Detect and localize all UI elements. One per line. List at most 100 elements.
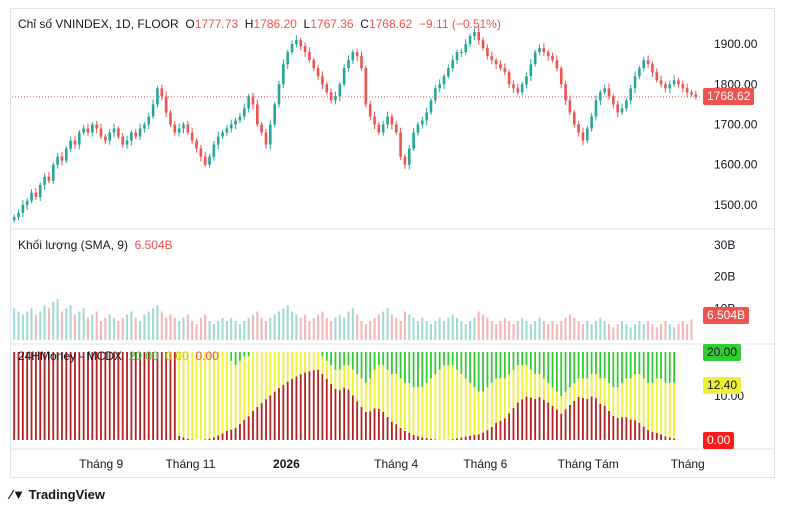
candle-body [147, 116, 151, 125]
mcdx-green-bar [542, 352, 545, 379]
mcdx-red-bar [113, 352, 115, 440]
volume-bar [555, 324, 558, 340]
brand-logo[interactable]: ⁄▼ TradingView [10, 487, 105, 502]
price-tick-label: 1700.00 [714, 117, 758, 131]
candle-body [334, 96, 337, 101]
price-tick-label: 1600.00 [714, 158, 758, 172]
candle-body [690, 92, 693, 95]
mcdx-red-bar [529, 397, 532, 440]
mcdx-legend-v1: 20.00 [128, 349, 159, 363]
candle-body [130, 132, 133, 141]
volume-bar [634, 324, 637, 340]
volume-bar [126, 314, 129, 340]
candle-body [86, 128, 90, 133]
volume-bar [477, 311, 480, 340]
volume-legend: Khối lượng (SMA, 9) 6.504B [18, 238, 173, 252]
mcdx-red-bar [647, 429, 649, 440]
volume-bar [399, 321, 402, 340]
volume-bar [65, 308, 68, 340]
mcdx-yellow-bar [616, 387, 619, 418]
mcdx-red-bar [178, 435, 181, 440]
candle-body [73, 140, 77, 145]
mcdx-yellow-bar [321, 356, 324, 375]
mcdx-red-bar [17, 352, 20, 440]
candle-body [160, 88, 164, 97]
mcdx-green-bar [512, 352, 515, 370]
mcdx-red-bar [391, 421, 393, 440]
mcdx-red-bar [377, 408, 380, 440]
mcdx-red-bar [147, 352, 150, 440]
candle-body [77, 132, 81, 145]
mcdx-green-bar [534, 352, 537, 374]
volume-bar [325, 317, 328, 340]
candle-body [629, 88, 633, 101]
candle-body [30, 192, 33, 201]
mcdx-yellow-bar [391, 374, 393, 422]
mcdx-green-bar [434, 352, 437, 374]
mcdx-green-bar [538, 352, 541, 374]
mcdx-yellow-bar [273, 352, 276, 392]
volume-bar [425, 321, 428, 340]
mcdx-red-bar [430, 438, 432, 440]
mcdx-green-bar [321, 352, 324, 357]
candle-body [512, 84, 515, 89]
mcdx-yellow-bar [577, 378, 580, 398]
mcdx-yellow-bar [417, 387, 419, 437]
candle-body [260, 124, 263, 133]
volume-bar [621, 321, 624, 340]
candle-body [655, 72, 659, 81]
volume-tick-label: 20B [714, 270, 735, 284]
mcdx-yellow-bar [582, 378, 584, 398]
candle-body [394, 124, 398, 133]
mcdx-yellow-bar [434, 374, 437, 440]
mcdx-red-bar [34, 352, 37, 440]
candle-body [551, 56, 554, 61]
candle-body [329, 92, 333, 101]
volume-bar [638, 321, 641, 340]
mcdx-red-bar [460, 437, 463, 440]
mcdx-red-bar [599, 403, 602, 440]
volume-bar [416, 321, 419, 340]
volume-bar [660, 324, 663, 340]
volume-bar [347, 311, 350, 340]
mcdx-red-bar [417, 436, 419, 440]
candle-body [425, 112, 428, 121]
volume-bar [625, 324, 628, 340]
mcdx-yellow-bar [252, 352, 254, 411]
mcdx-red-bar [282, 384, 285, 440]
mcdx-red-bar [325, 378, 328, 440]
mcdx-yellow-bar [226, 352, 228, 431]
candle-body [668, 84, 672, 89]
mcdx-yellow-bar [399, 378, 402, 428]
mcdx-red-bar [56, 352, 59, 440]
candle-body [420, 120, 424, 125]
mcdx-yellow-bar [668, 382, 671, 438]
mcdx-red-bar [660, 434, 662, 440]
mcdx-red-bar [434, 439, 437, 440]
mcdx-red-bar [421, 437, 424, 440]
mcdx-yellow-bar [243, 356, 246, 420]
volume-bar [681, 321, 684, 340]
volume-bar [108, 314, 111, 340]
mcdx-yellow-bar [347, 365, 350, 390]
mcdx-red-bar [169, 352, 172, 440]
mcdx-yellow-bar [560, 396, 563, 414]
mcdx-red-bar [664, 436, 667, 440]
mcdx-red-bar [525, 396, 528, 440]
mcdx-red-bar [629, 419, 632, 440]
candle-body [486, 48, 489, 57]
volume-bar [282, 308, 285, 340]
mcdx-green-bar [482, 352, 484, 392]
candle-body [442, 76, 446, 85]
candle-body [64, 148, 68, 161]
mcdx-green-bar [399, 352, 402, 379]
mcdx-red-bar [74, 352, 76, 440]
mcdx-red-bar [482, 432, 484, 440]
candle-body [477, 32, 481, 41]
volume-bar [13, 308, 16, 340]
candle-body [91, 124, 94, 133]
mcdx-green-bar [425, 352, 428, 383]
mcdx-yellow-bar [325, 360, 328, 379]
mcdx-yellow-bar [247, 356, 250, 417]
